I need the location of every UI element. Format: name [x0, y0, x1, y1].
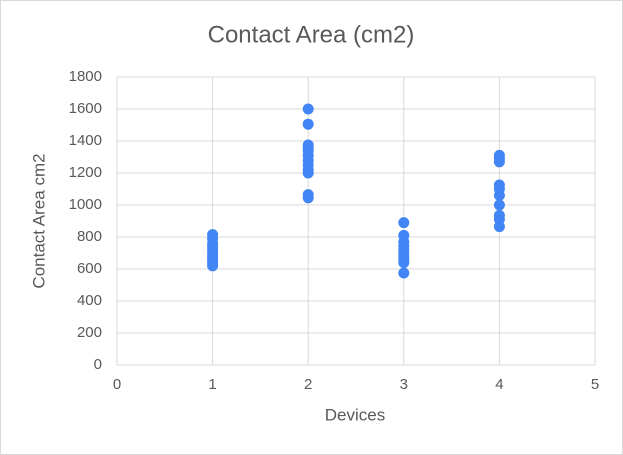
x-tick-label: 5: [591, 376, 599, 393]
x-axis-label: Devices: [325, 405, 385, 424]
y-tick-label: 800: [77, 228, 102, 245]
y-tick-label: 400: [77, 292, 102, 309]
y-tick-label: 1200: [69, 164, 102, 181]
y-tick-label: 600: [77, 260, 102, 277]
point: [302, 118, 314, 130]
point: [398, 267, 410, 279]
point: [493, 221, 505, 233]
y-tick-label: 1400: [69, 132, 102, 149]
y-axis-label: Contact Area cm2: [29, 153, 48, 288]
point: [207, 260, 219, 272]
x-tick-label: 0: [113, 376, 121, 393]
x-tick-label: 3: [400, 376, 408, 393]
point: [398, 217, 410, 229]
x-tick-label: 1: [208, 376, 216, 393]
point: [302, 103, 314, 115]
point: [493, 156, 505, 168]
point: [493, 189, 505, 201]
y-tick-label: 1600: [69, 100, 102, 117]
x-tick-label: 4: [495, 376, 503, 393]
y-tick-label: 1800: [69, 68, 102, 85]
point: [302, 167, 314, 179]
y-tick-label: 200: [77, 324, 102, 341]
x-tick-label: 2: [304, 376, 312, 393]
y-tick-label: 0: [94, 356, 102, 373]
point: [493, 199, 505, 211]
y-tick-label: 1000: [69, 196, 102, 213]
chart-title: Contact Area (cm2): [208, 21, 415, 48]
point: [302, 192, 314, 204]
point: [398, 257, 410, 269]
